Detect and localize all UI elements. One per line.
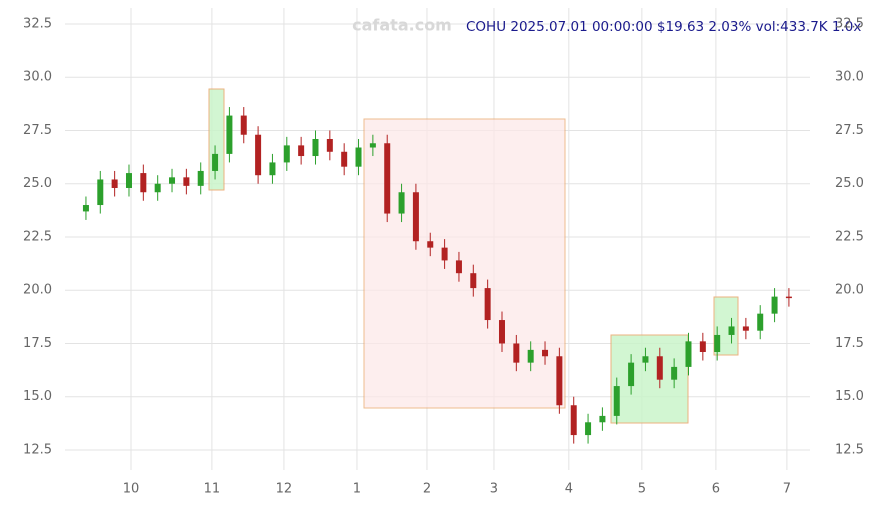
candle-body bbox=[599, 415, 606, 423]
x-tick-label: 2 bbox=[423, 482, 431, 497]
y-tick-label-right: 15.0 bbox=[835, 389, 864, 404]
candle-body bbox=[427, 241, 434, 248]
y-tick-label-right: 17.5 bbox=[835, 336, 864, 351]
y-tick-label-right: 27.5 bbox=[835, 123, 864, 138]
candle-body bbox=[298, 145, 305, 157]
chart-title: COHU 2025.07.01 00:00:00 $19.63 2.03% vo… bbox=[466, 19, 861, 35]
candle-body bbox=[154, 183, 161, 193]
candle-body bbox=[585, 422, 592, 436]
candle-body bbox=[183, 177, 190, 186]
candle-body bbox=[570, 405, 577, 436]
candle-body bbox=[484, 288, 491, 321]
candle-body bbox=[613, 386, 620, 416]
candle-body bbox=[628, 362, 635, 387]
y-tick-label: 12.5 bbox=[23, 442, 52, 457]
candle-body bbox=[326, 138, 333, 152]
y-tick-label: 27.5 bbox=[23, 123, 52, 138]
candle-body bbox=[169, 177, 176, 184]
candle-body bbox=[255, 134, 262, 176]
candle-body bbox=[642, 356, 649, 363]
candle-body bbox=[197, 170, 204, 186]
candle-body bbox=[771, 296, 778, 314]
x-tick-label: 12 bbox=[276, 482, 293, 497]
candle-body bbox=[240, 115, 247, 135]
x-tick-label: 1 bbox=[353, 482, 361, 497]
watermark: cafata.com bbox=[352, 16, 452, 35]
candle-body bbox=[82, 205, 89, 212]
y-tick-label: 22.5 bbox=[23, 229, 52, 244]
y-tick-label-right: 22.5 bbox=[835, 229, 864, 244]
candle-body bbox=[527, 349, 534, 363]
candle-body bbox=[111, 179, 118, 188]
y-tick-label: 32.5 bbox=[23, 16, 52, 31]
y-tick-label: 15.0 bbox=[23, 389, 52, 404]
x-tick-label: 6 bbox=[712, 482, 720, 497]
y-tick-label-right: 32.5 bbox=[835, 16, 864, 31]
candle-body bbox=[685, 341, 692, 367]
candle-body bbox=[125, 173, 132, 188]
y-tick-label: 17.5 bbox=[23, 336, 52, 351]
candle-body bbox=[384, 143, 391, 214]
candle-body bbox=[140, 173, 147, 193]
y-tick-label: 25.0 bbox=[23, 176, 52, 191]
y-tick-label-right: 20.0 bbox=[835, 283, 864, 298]
candle-body bbox=[513, 343, 520, 363]
candle-body bbox=[671, 366, 678, 380]
candle-body bbox=[656, 356, 663, 380]
candle-body bbox=[212, 153, 219, 171]
candle-body bbox=[283, 145, 290, 163]
candle-body bbox=[714, 334, 721, 352]
zone-box bbox=[208, 88, 225, 191]
candle-body bbox=[97, 179, 104, 206]
candle-body bbox=[757, 313, 764, 331]
candle-body bbox=[412, 192, 419, 242]
y-tick-label-right: 25.0 bbox=[835, 176, 864, 191]
x-tick-label: 3 bbox=[490, 482, 498, 497]
y-tick-label: 30.0 bbox=[23, 70, 52, 85]
candle-body bbox=[455, 260, 462, 274]
candle-body bbox=[398, 192, 405, 214]
zone-box bbox=[363, 118, 566, 409]
x-tick-label: 7 bbox=[783, 482, 791, 497]
y-tick-label-right: 30.0 bbox=[835, 70, 864, 85]
candle-body bbox=[742, 326, 749, 331]
candle-body bbox=[728, 326, 735, 335]
candle-body bbox=[312, 138, 319, 157]
x-tick-label: 5 bbox=[638, 482, 646, 497]
x-tick-label: 4 bbox=[565, 482, 573, 497]
candle-body bbox=[269, 162, 276, 176]
candle-body bbox=[470, 273, 477, 289]
candle-body bbox=[341, 151, 348, 167]
y-tick-label-right: 12.5 bbox=[835, 442, 864, 457]
candle-body bbox=[542, 349, 549, 357]
candle-body bbox=[226, 115, 233, 154]
candle-body bbox=[498, 320, 505, 344]
candle-body bbox=[785, 296, 792, 299]
candle-body bbox=[556, 356, 563, 406]
x-tick-label: 10 bbox=[123, 482, 140, 497]
candle-body bbox=[369, 143, 376, 148]
y-tick-label: 20.0 bbox=[23, 283, 52, 298]
candle-body bbox=[441, 247, 448, 261]
candle-body bbox=[355, 147, 362, 167]
x-tick-label: 11 bbox=[204, 482, 221, 497]
candle-body bbox=[699, 341, 706, 352]
